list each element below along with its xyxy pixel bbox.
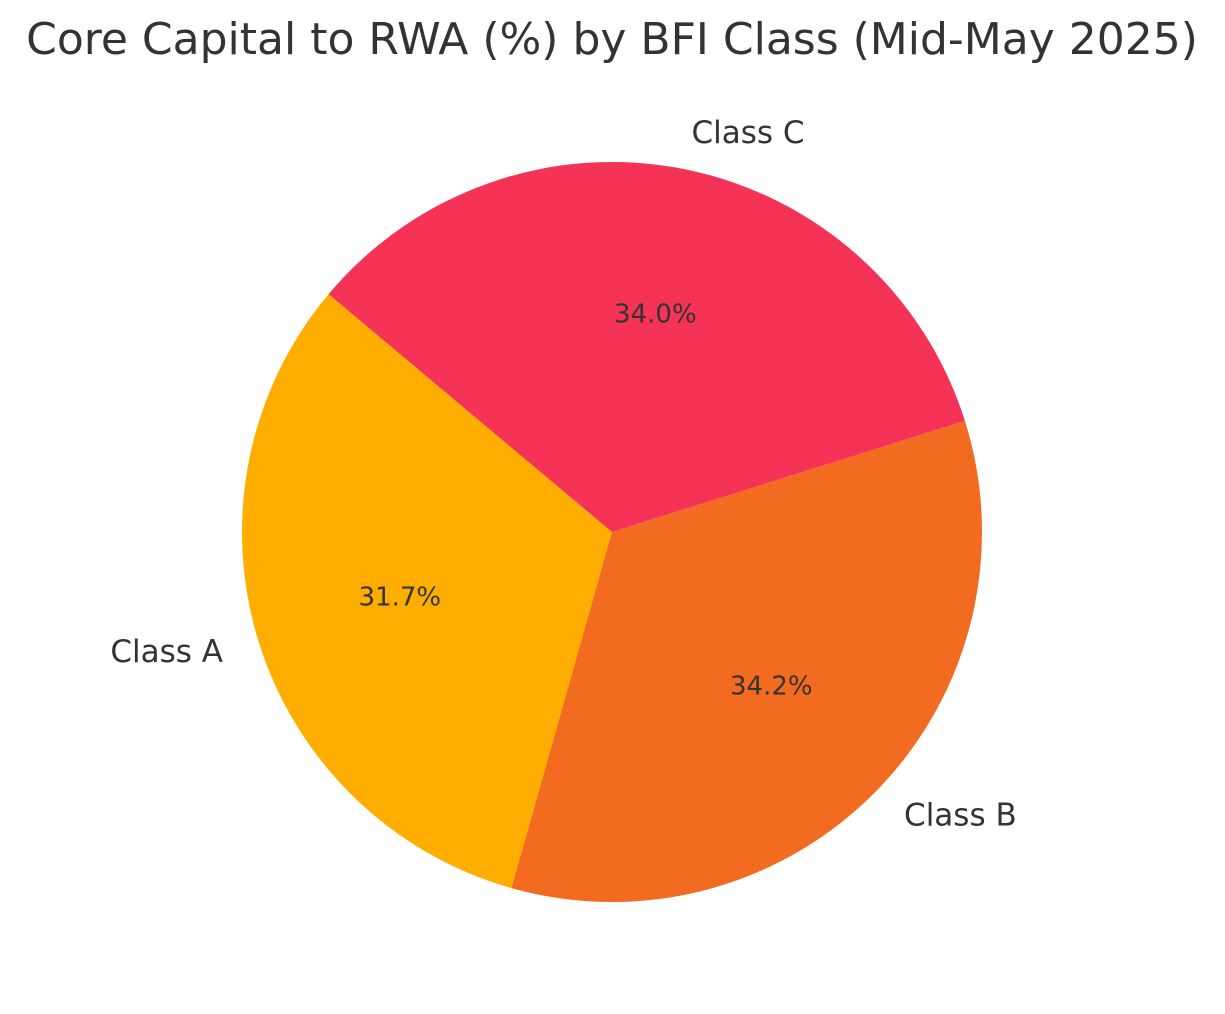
pie-slices — [241, 161, 983, 902]
pie-category-label-class-c: Class C — [691, 115, 804, 151]
pie-slice-class-a — [241, 294, 612, 889]
pie-category-label-class-a: Class A — [110, 634, 223, 670]
pie-percent-label-class-c: 34.0% — [614, 299, 697, 329]
pie-percent-label-class-a: 31.7% — [359, 582, 442, 612]
pie-category-label-class-b: Class B — [904, 797, 1017, 833]
chart-title: Core Capital to RWA (%) by BFI Class (Mi… — [26, 14, 1198, 65]
pie-slice-class-c — [328, 161, 965, 532]
pie-labels: 31.7% Class A 34.2% Class B 34.0% Class C — [110, 115, 1016, 834]
pie-slice-class-b — [511, 420, 983, 902]
pie-percent-label-class-b: 34.2% — [730, 672, 813, 702]
